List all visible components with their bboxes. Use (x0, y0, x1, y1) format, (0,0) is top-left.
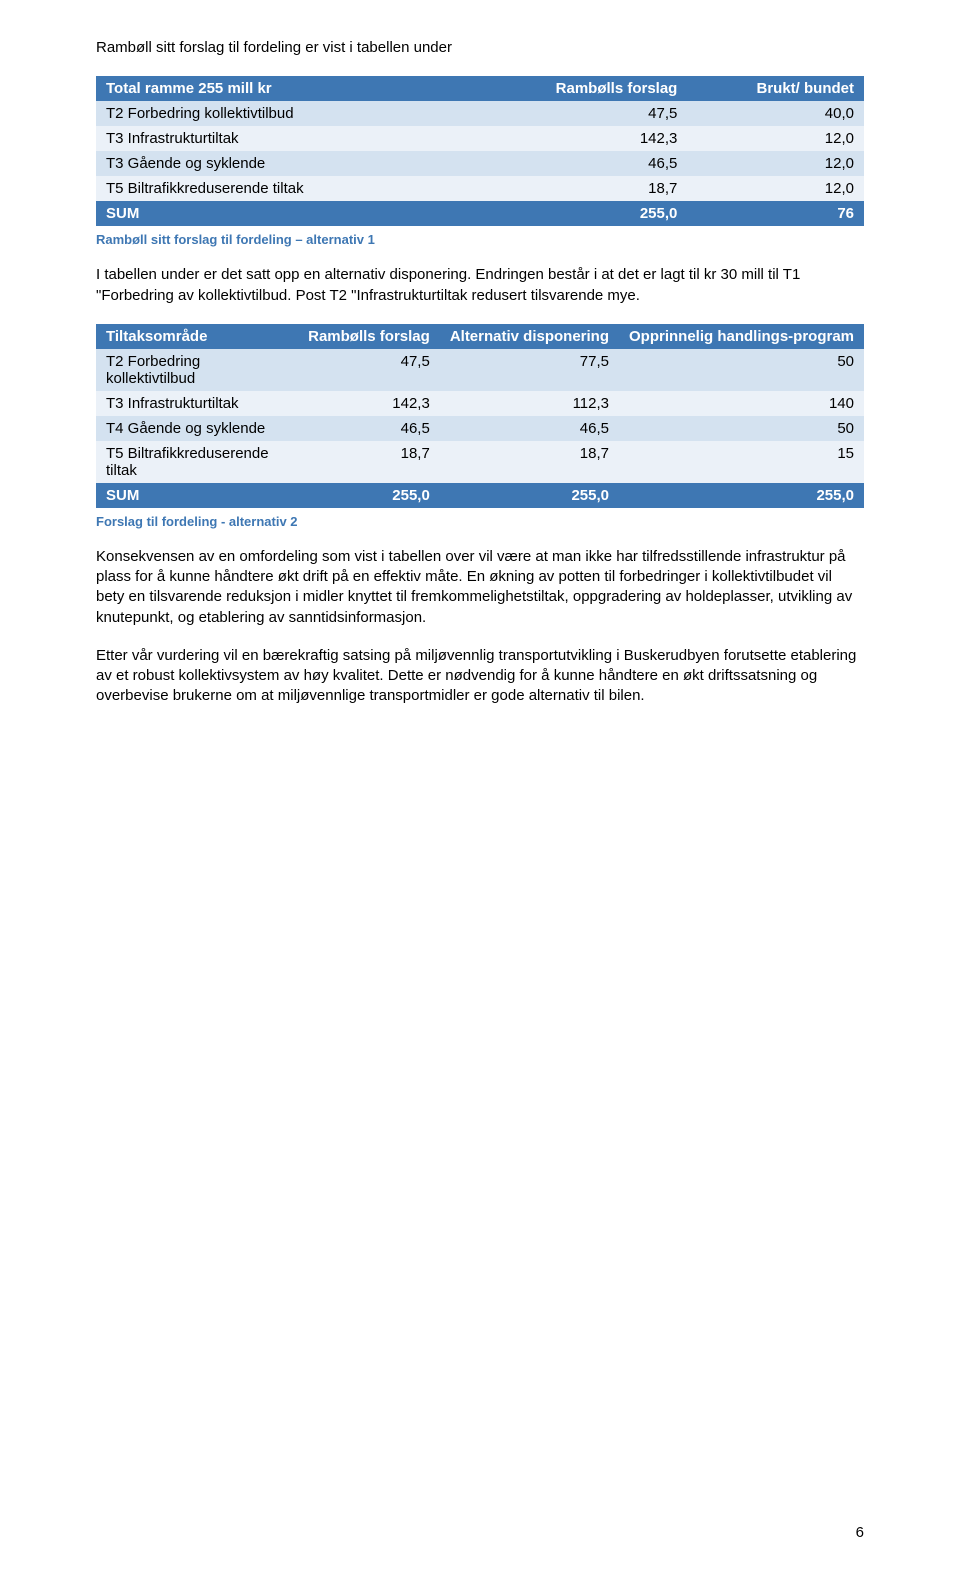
table-row: Total ramme 255 mill kr Rambølls forslag… (96, 76, 864, 101)
cell-label: T2 Forbedring kollektivtilbud (96, 101, 511, 126)
cell-value: 47,5 (511, 101, 688, 126)
cell-label: SUM (96, 201, 511, 226)
cell-value: 18,7 (440, 441, 619, 483)
col-header: Rambølls forslag (511, 76, 688, 101)
cell-label: T4 Gående og syklende (96, 416, 298, 441)
table-1: Total ramme 255 mill kr Rambølls forslag… (96, 76, 864, 226)
table-2: Tiltaksområde Rambølls forslag Alternati… (96, 324, 864, 508)
table-row: T3 Infrastrukturtiltak 142,3 112,3 140 (96, 391, 864, 416)
cell-value: 255,0 (440, 483, 619, 508)
col-header: Opprinnelig handlings-program (619, 324, 864, 349)
cell-value: 255,0 (619, 483, 864, 508)
cell-label: T2 Forbedring kollektivtilbud (96, 349, 298, 391)
cell-value: 76 (687, 201, 864, 226)
cell-value: 255,0 (298, 483, 440, 508)
cell-value: 77,5 (440, 349, 619, 391)
cell-value: 18,7 (298, 441, 440, 483)
body-paragraph-1: Konsekvensen av en omfordeling som vist … (96, 547, 864, 628)
cell-label: T3 Infrastrukturtiltak (96, 391, 298, 416)
cell-value: 46,5 (298, 416, 440, 441)
mid-paragraph: I tabellen under er det satt opp en alte… (96, 265, 864, 306)
table-row: T3 Infrastrukturtiltak 142,3 12,0 (96, 126, 864, 151)
page-number: 6 (856, 1524, 864, 1541)
cell-value: 18,7 (511, 176, 688, 201)
cell-value: 255,0 (511, 201, 688, 226)
table-row: T4 Gående og syklende 46,5 46,5 50 (96, 416, 864, 441)
body-paragraph-2: Etter vår vurdering vil en bærekraftig s… (96, 646, 864, 707)
cell-value: 142,3 (511, 126, 688, 151)
cell-label: SUM (96, 483, 298, 508)
cell-value: 15 (619, 441, 864, 483)
col-header: Brukt/ bundet (687, 76, 864, 101)
table-1-caption: Rambøll sitt forslag til fordeling – alt… (96, 232, 864, 247)
table-2-caption: Forslag til fordeling - alternativ 2 (96, 514, 864, 529)
cell-value: 50 (619, 416, 864, 441)
table-row-sum: SUM 255,0 76 (96, 201, 864, 226)
cell-value: 12,0 (687, 151, 864, 176)
cell-value: 40,0 (687, 101, 864, 126)
cell-value: 140 (619, 391, 864, 416)
table-row: T2 Forbedring kollektivtilbud 47,5 77,5 … (96, 349, 864, 391)
cell-label: T5 Biltrafikkreduserende tiltak (96, 441, 298, 483)
table-row: T3 Gående og syklende 46,5 12,0 (96, 151, 864, 176)
intro-paragraph: Rambøll sitt forslag til fordeling er vi… (96, 38, 864, 58)
table-row: T2 Forbedring kollektivtilbud 47,5 40,0 (96, 101, 864, 126)
page: Rambøll sitt forslag til fordeling er vi… (0, 0, 960, 1581)
col-header: Rambølls forslag (298, 324, 440, 349)
cell-value: 112,3 (440, 391, 619, 416)
cell-value: 46,5 (511, 151, 688, 176)
cell-value: 46,5 (440, 416, 619, 441)
cell-value: 12,0 (687, 126, 864, 151)
cell-label: T5 Biltrafikkreduserende tiltak (96, 176, 511, 201)
cell-value: 142,3 (298, 391, 440, 416)
cell-label: T3 Infrastrukturtiltak (96, 126, 511, 151)
col-header: Tiltaksområde (96, 324, 298, 349)
cell-label: T3 Gående og syklende (96, 151, 511, 176)
cell-value: 12,0 (687, 176, 864, 201)
col-header: Total ramme 255 mill kr (96, 76, 511, 101)
col-header: Alternativ disponering (440, 324, 619, 349)
cell-value: 47,5 (298, 349, 440, 391)
table-row: Tiltaksområde Rambølls forslag Alternati… (96, 324, 864, 349)
cell-value: 50 (619, 349, 864, 391)
table-row: T5 Biltrafikkreduserende tiltak 18,7 18,… (96, 441, 864, 483)
table-row-sum: SUM 255,0 255,0 255,0 (96, 483, 864, 508)
table-row: T5 Biltrafikkreduserende tiltak 18,7 12,… (96, 176, 864, 201)
